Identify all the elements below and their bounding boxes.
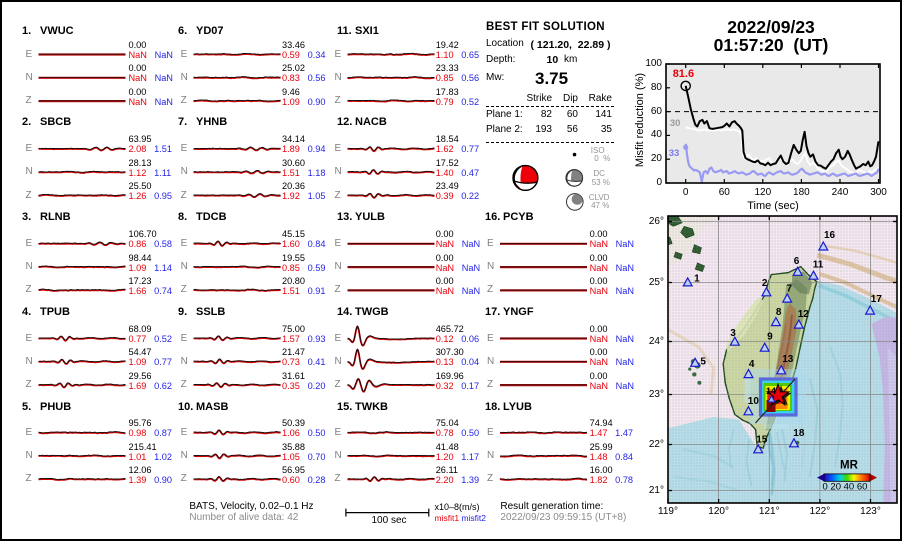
svg-text:13: 13 [782,354,794,365]
svg-text:16: 16 [824,230,836,241]
svg-text:8: 8 [776,307,782,318]
svg-text:Misfit reduction (%): Misfit reduction (%) [634,73,646,167]
svg-text:5: 5 [700,356,706,367]
svg-text:18: 18 [793,428,805,439]
svg-text:1: 1 [694,274,700,285]
svg-text:4: 4 [749,359,755,370]
svg-text:17: 17 [871,294,883,305]
svg-text:14: 14 [766,386,776,396]
svg-text:12: 12 [798,309,810,320]
svg-text:0 20 40 60: 0 20 40 60 [823,482,868,493]
svg-text:6: 6 [794,256,800,267]
svg-text:2: 2 [762,278,768,289]
svg-text:9: 9 [767,332,773,343]
svg-text:MR: MR [840,460,859,472]
svg-text:7: 7 [787,284,793,295]
svg-text:10: 10 [748,396,760,407]
svg-text:11: 11 [813,260,824,271]
svg-text:3: 3 [730,328,736,339]
svg-text:15: 15 [756,435,768,446]
